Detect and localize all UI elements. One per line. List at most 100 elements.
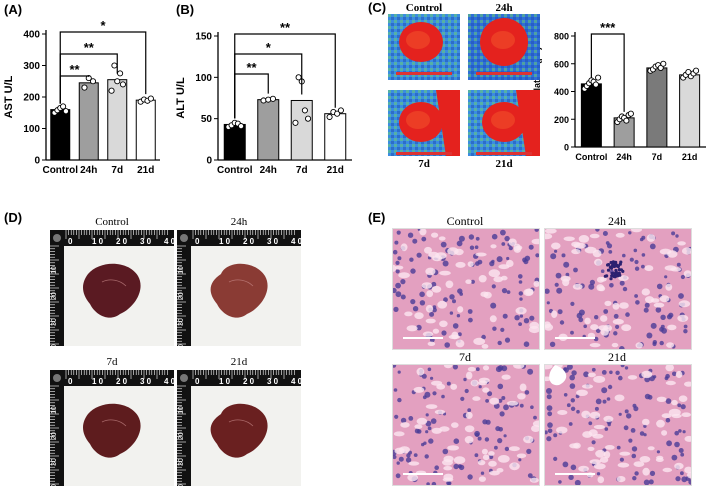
laser-doppler-image xyxy=(388,90,460,156)
x-tick-label: 24h xyxy=(80,165,97,176)
x-tick-label: 7d xyxy=(296,165,308,176)
laser-doppler-image xyxy=(388,14,460,80)
data-point xyxy=(337,107,344,114)
panel-label-a: (A) xyxy=(4,2,23,17)
data-point xyxy=(269,95,277,102)
svg-text:40: 40 xyxy=(51,344,58,346)
y-tick-label: 300 xyxy=(23,61,40,72)
histology-label: 7d xyxy=(459,350,471,364)
laser-doppler-label: 7d xyxy=(418,158,430,170)
x-tick-label: 21d xyxy=(137,165,154,176)
y-tick-label: 0 xyxy=(206,156,212,167)
data-point xyxy=(111,62,118,69)
microcirculation-bar-chart: 0200400600800Microcirculation (pu)Contro… xyxy=(532,20,706,162)
svg-text:10: 10 xyxy=(178,266,185,274)
x-tick-label: 7d xyxy=(652,152,663,162)
bar xyxy=(580,83,602,148)
bar xyxy=(257,99,280,161)
histology-image xyxy=(544,364,692,486)
significance-bracket xyxy=(59,31,147,104)
y-axis-label: AST U/L xyxy=(3,75,15,118)
data-point xyxy=(623,117,630,124)
data-point xyxy=(693,67,700,74)
data-point xyxy=(301,107,308,114)
data-point xyxy=(595,74,602,81)
x-tick-label: Control xyxy=(42,165,78,176)
laser-doppler-label: 21d xyxy=(495,158,513,170)
perfusion-map xyxy=(468,14,540,80)
histology-label: 24h xyxy=(608,214,626,228)
data-point xyxy=(114,78,121,85)
svg-text:3 0: 3 0 xyxy=(267,237,279,246)
liver-photo: 0 1 0 2 0 3 0 4 0 10 20 30 40 xyxy=(50,230,174,346)
data-point xyxy=(627,110,634,117)
svg-text:1 0: 1 0 xyxy=(219,237,231,246)
svg-text:30: 30 xyxy=(51,318,58,326)
y-tick-label: 50 xyxy=(201,114,213,125)
liver-photo: 0 1 0 2 0 3 0 4 0 10 20 30 40 xyxy=(50,370,174,486)
y-tick-label: 200 xyxy=(554,115,569,125)
liver-photo: 0 1 0 2 0 3 0 4 0 10 20 30 40 xyxy=(177,370,301,486)
liver-specimen xyxy=(210,403,268,458)
svg-text:4 0: 4 0 xyxy=(164,377,174,386)
data-point xyxy=(660,60,667,67)
bar xyxy=(324,113,347,161)
gross-liver-label: 7d xyxy=(106,356,118,368)
scale-bar xyxy=(403,473,443,475)
liver-specimen xyxy=(210,263,268,318)
y-tick-label: 150 xyxy=(195,32,212,43)
liver-specimen xyxy=(83,263,141,318)
significance-label: ** xyxy=(280,20,291,35)
panel-label-d: (D) xyxy=(4,210,23,225)
svg-text:40: 40 xyxy=(178,344,185,346)
laser-doppler-label: 24h xyxy=(495,2,513,14)
gross-liver-label: 24h xyxy=(230,216,248,228)
scale-bar xyxy=(555,473,595,475)
panel-label-e: (E) xyxy=(368,210,386,225)
svg-text:2 0: 2 0 xyxy=(116,237,128,246)
svg-text:2 0: 2 0 xyxy=(243,377,255,386)
svg-text:10: 10 xyxy=(51,406,58,414)
histology-image xyxy=(392,228,540,350)
bar xyxy=(50,109,71,161)
data-point xyxy=(60,103,67,110)
panel-label-c: (C) xyxy=(368,0,387,15)
significance-label: * xyxy=(266,40,272,55)
svg-text:4 0: 4 0 xyxy=(291,237,301,246)
laser-doppler-image xyxy=(468,14,540,80)
y-tick-label: 0 xyxy=(564,143,569,153)
x-tick-label: Control xyxy=(217,165,253,176)
significance-label: ** xyxy=(246,60,257,75)
svg-text:2 0: 2 0 xyxy=(116,377,128,386)
bar xyxy=(135,99,156,161)
y-tick-label: 800 xyxy=(554,32,569,42)
liver-specimen xyxy=(83,403,141,458)
gross-liver-label: 21d xyxy=(230,356,248,368)
x-tick-label: 7d xyxy=(111,165,123,176)
svg-text:20: 20 xyxy=(51,432,58,440)
scale-bar xyxy=(555,337,595,339)
data-point xyxy=(592,81,599,88)
histology-label: 21d xyxy=(608,350,626,364)
data-point xyxy=(147,95,154,102)
data-point xyxy=(108,87,115,94)
svg-text:30: 30 xyxy=(51,458,58,466)
bar xyxy=(679,74,701,148)
x-tick-label: 24h xyxy=(260,165,277,176)
svg-text:0: 0 xyxy=(195,237,200,246)
liver-photo: 0 1 0 2 0 3 0 4 0 10 20 30 40 xyxy=(177,230,301,346)
svg-text:0: 0 xyxy=(195,377,200,386)
svg-text:30: 30 xyxy=(178,318,185,326)
svg-text:2 0: 2 0 xyxy=(243,237,255,246)
x-tick-label: Control xyxy=(575,152,607,162)
svg-text:10: 10 xyxy=(178,406,185,414)
bar xyxy=(646,67,668,148)
y-tick-label: 400 xyxy=(554,87,569,97)
svg-text:20: 20 xyxy=(51,292,58,300)
svg-text:20: 20 xyxy=(178,432,185,440)
perfusion-map xyxy=(388,14,460,80)
svg-text:4 0: 4 0 xyxy=(164,237,174,246)
x-tick-label: 24h xyxy=(616,152,632,162)
perfusion-map xyxy=(388,90,460,156)
